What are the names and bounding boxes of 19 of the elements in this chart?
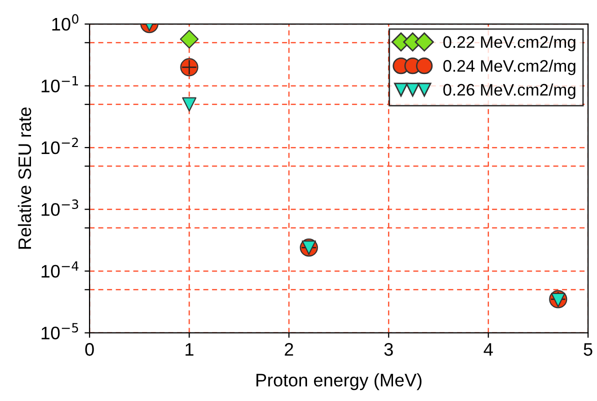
- y-tick-label: 10$^{−3}$: [42, 199, 78, 216]
- y-axis-title: Relative SEU rate: [18, 107, 32, 249]
- x-tick-label: 0: [85, 343, 94, 356]
- x-tick-label: 2: [284, 343, 294, 356]
- y-tick-label: 10$^{−2}$: [42, 138, 78, 154]
- x-axis-title: Proton energy (MeV): [256, 373, 422, 390]
- x-tick-label: 4: [484, 343, 493, 356]
- y-tick-label: 10$^{0}$: [52, 14, 78, 31]
- y-tick-label: 10$^{−1}$: [42, 76, 78, 92]
- x-tick-label: 1: [186, 343, 194, 356]
- x-tick-label: 5: [584, 343, 592, 356]
- y-tick-label: 10$^{−4}$: [42, 261, 78, 278]
- legend-label: 0.24 MeV.cm2/mg: [443, 60, 576, 76]
- legend-label: 0.22 MeV.cm2/mg: [443, 36, 576, 52]
- point: [182, 97, 196, 112]
- x-tick-label: 3: [384, 343, 393, 356]
- y-tick-label: 10$^{−5}$: [42, 323, 78, 340]
- legend-label: 0.26 MeV.cm2/mg: [443, 83, 576, 100]
- point: [180, 30, 199, 48]
